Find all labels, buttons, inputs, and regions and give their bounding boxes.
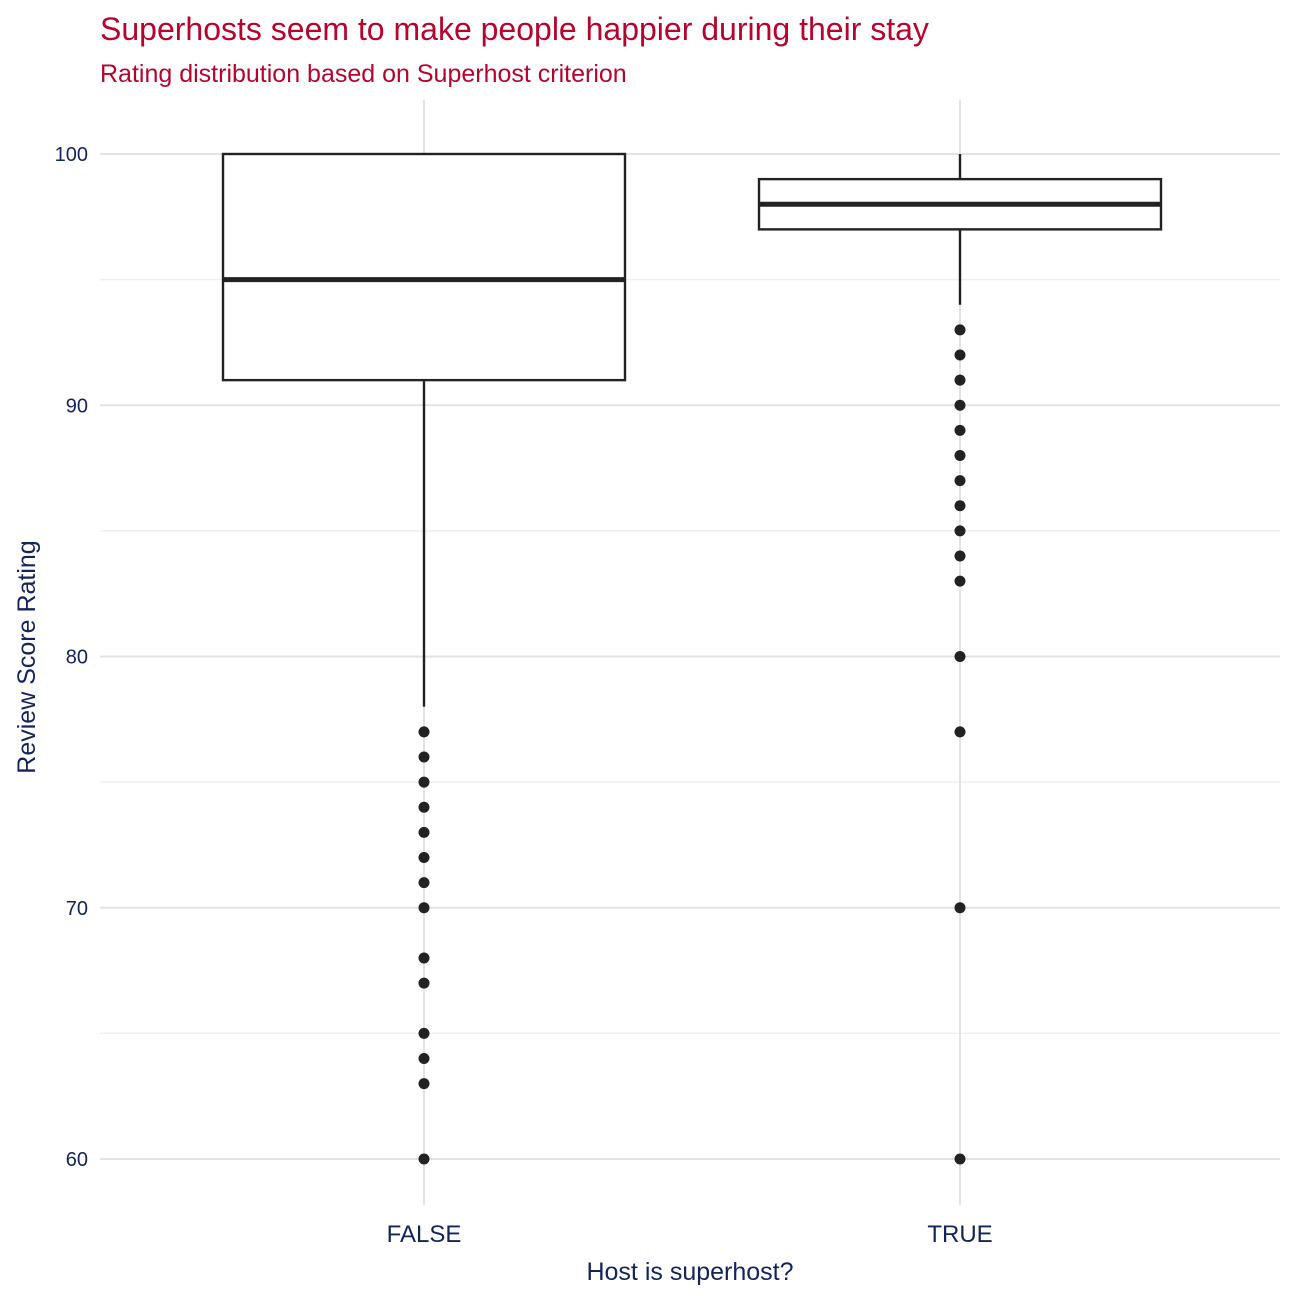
outlier-point [954,324,966,336]
outlier-point [954,1153,966,1165]
box-group-false [221,152,627,1165]
y-tick-label: 90 [66,395,88,417]
outlier-point [418,1053,430,1064]
outlier-point [954,902,966,914]
outlier-point [418,751,430,763]
chart-title: Superhosts seem to make people happier d… [100,11,929,47]
outlier-point [954,651,966,662]
x-tick-label: FALSE [387,1221,462,1248]
y-tick-label: 100 [55,144,88,166]
chart-subtitle: Rating distribution based on Superhost c… [100,60,627,88]
outlier-point [954,575,966,587]
x-axis-title: Host is superhost? [586,1258,793,1286]
box-group-true [757,154,1163,1165]
outlier-point [418,1078,430,1090]
y-tick-label: 60 [66,1149,88,1171]
outlier-point [954,374,966,386]
outlier-point [418,902,430,914]
outlier-point [954,525,966,537]
plot-area [221,152,1163,1165]
outlier-point [418,1153,430,1165]
x-axis: FALSE TRUE [387,1221,993,1248]
outlier-point [954,500,966,512]
x-tick-label: TRUE [927,1221,992,1248]
y-tick-label: 70 [66,898,88,920]
outlier-point [418,852,430,863]
y-axis: 60 70 80 90 100 [55,144,88,1171]
outlier-point [954,726,966,738]
y-axis-title: Review Score Rating [13,540,41,773]
outlier-point [418,1027,430,1039]
outlier-point [418,776,430,788]
outlier-point [954,450,966,461]
outlier-point [418,877,430,889]
outlier-point [954,550,966,562]
y-tick-label: 80 [66,647,88,669]
outlier-point [418,826,430,838]
outlier-point [418,952,430,964]
box [221,152,627,382]
outlier-point [418,977,430,989]
outlier-point [954,475,966,487]
outlier-point [418,726,430,738]
outlier-point [418,801,430,813]
outlier-point [954,424,966,436]
outlier-point [954,349,966,361]
outlier-point [954,399,966,411]
